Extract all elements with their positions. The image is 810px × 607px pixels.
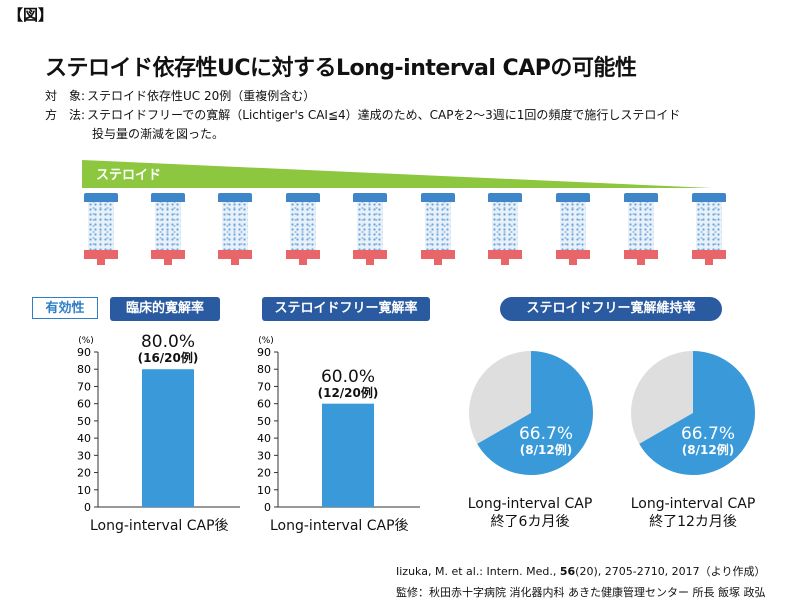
pie-value-slice [477,351,593,475]
y-tick-label: 60 [257,398,271,411]
steroid-taper-wedge [82,160,712,188]
figure-label: 【図】 [8,6,54,24]
y-tick-label: 0 [84,501,91,514]
y-tick-label: 90 [257,346,271,359]
chart2-category-label: Long-interval CAP後 [270,518,409,534]
pie2-value-label: 66.7% (8/12例) [658,425,758,458]
meta-method-value: ステロイドフリーでの寛解（Lichtiger's CAI≦4）達成のため、CAP… [87,108,681,122]
y-tick-label: 10 [257,484,271,497]
pie-chart-12-months [631,351,755,475]
adsorption-column-icon [556,193,590,267]
bar [322,403,374,507]
adsorption-column-icon [624,193,658,267]
y-tick-label: 80 [257,363,271,376]
y-tick-label: 30 [257,449,271,462]
bar [142,369,194,507]
citation-suffix: (20), 2705-2710, 2017（より作成） [575,565,766,578]
pie1-value-label: 66.7% (8/12例) [496,425,596,458]
chart1-title: 臨床的寛解率 [110,297,220,321]
efficacy-tag: 有効性 [32,297,98,319]
y-tick-label: 50 [257,415,271,428]
y-tick-label: 30 [77,449,91,462]
chart1-category-label: Long-interval CAP後 [90,518,229,534]
bar-chart-clinical-remission: (%) 0 10 20 30 40 50 60 70 80 90 [77,336,240,514]
y-tick-label: 40 [77,432,91,445]
y-tick-label: 0 [264,501,271,514]
adsorption-column-icon [151,193,185,267]
pie1-caption: Long-interval CAP 終了6カ月後 [455,495,605,531]
chart1-count: (16/20例) [137,351,199,366]
chart2-count: (12/20例) [317,385,379,400]
bar-chart-steroid-free-remission: (%) 0 10 20 30 40 50 60 70 80 90 [257,336,420,514]
meta-method-continuation: 投与量の漸減を図った。 [92,127,225,141]
y-tick-label: 50 [77,415,91,428]
pie1-caption-line2: 終了6カ月後 [490,514,570,530]
citation-volume: 56 [559,565,576,578]
meta-subject: 対 象: ステロイド依存性UC 20例（重複例含む） [45,88,315,105]
meta-subject-key: 対 象: [45,89,86,103]
y-tick-label: 70 [77,380,91,393]
y-tick-label: 20 [257,467,271,480]
y-unit-label: (%) [258,336,274,346]
pie-chart-6-months [469,351,593,475]
pie2-count: (8/12例) [681,443,735,457]
y-unit-label: (%) [78,336,94,346]
adsorption-column-icon [488,193,522,267]
meta-method: 方 法: ステロイドフリーでの寛解（Lichtiger's CAI≦4）達成のため… [45,107,680,124]
adsorption-column-icon [692,193,726,267]
adsorption-column-icon [218,193,252,267]
meta-subject-value: ステロイド依存性UC 20例（重複例含む） [87,89,316,103]
steroid-label: ステロイド [96,168,162,183]
y-tick-label: 20 [77,467,91,480]
adsorption-column-icon [286,193,320,267]
meta-method-key: 方 法: [45,108,86,122]
chart2-value-label: 60.0% (12/20例) [298,368,398,401]
citation: Iizuka, M. et al.: Intern. Med., 56(20),… [396,563,765,579]
pie-value-slice [639,351,755,475]
pie1-caption-line1: Long-interval CAP [467,496,593,512]
y-tick-label: 80 [77,363,91,376]
pie2-caption: Long-interval CAP 終了12カ月後 [618,495,768,531]
pie1-value: 66.7% [518,424,573,444]
chart3-title: ステロイドフリー寛解維持率 [500,297,722,321]
adsorption-column-icon [84,193,118,267]
chart2-title: ステロイドフリー寛解率 [262,297,430,321]
y-tick-label: 90 [77,346,91,359]
chart1-value-label: 80.0% (16/20例) [118,333,218,366]
pie2-value: 66.7% [680,424,735,444]
supervisor-credit: 監修：秋田赤十字病院 消化器内科 あきた健康管理センター 所長 飯塚 政弘 [396,586,766,599]
adsorption-column-icon [421,193,455,267]
y-tick-label: 60 [77,398,91,411]
pie2-caption-line1: Long-interval CAP [630,496,756,512]
pie1-count: (8/12例) [519,443,573,457]
citation-prefix: Iizuka, M. et al.: Intern. Med., [396,565,560,578]
pie2-caption-line2: 終了12カ月後 [649,514,737,530]
y-tick-label: 70 [257,380,271,393]
chart1-value: 80.0% [140,332,195,353]
page-title: ステロイド依存性UCに対するLong-interval CAPの可能性 [45,56,637,81]
chart2-value: 60.0% [320,366,375,387]
y-tick-label: 10 [77,484,91,497]
adsorption-column-icon [353,193,387,267]
y-tick-label: 40 [257,432,271,445]
